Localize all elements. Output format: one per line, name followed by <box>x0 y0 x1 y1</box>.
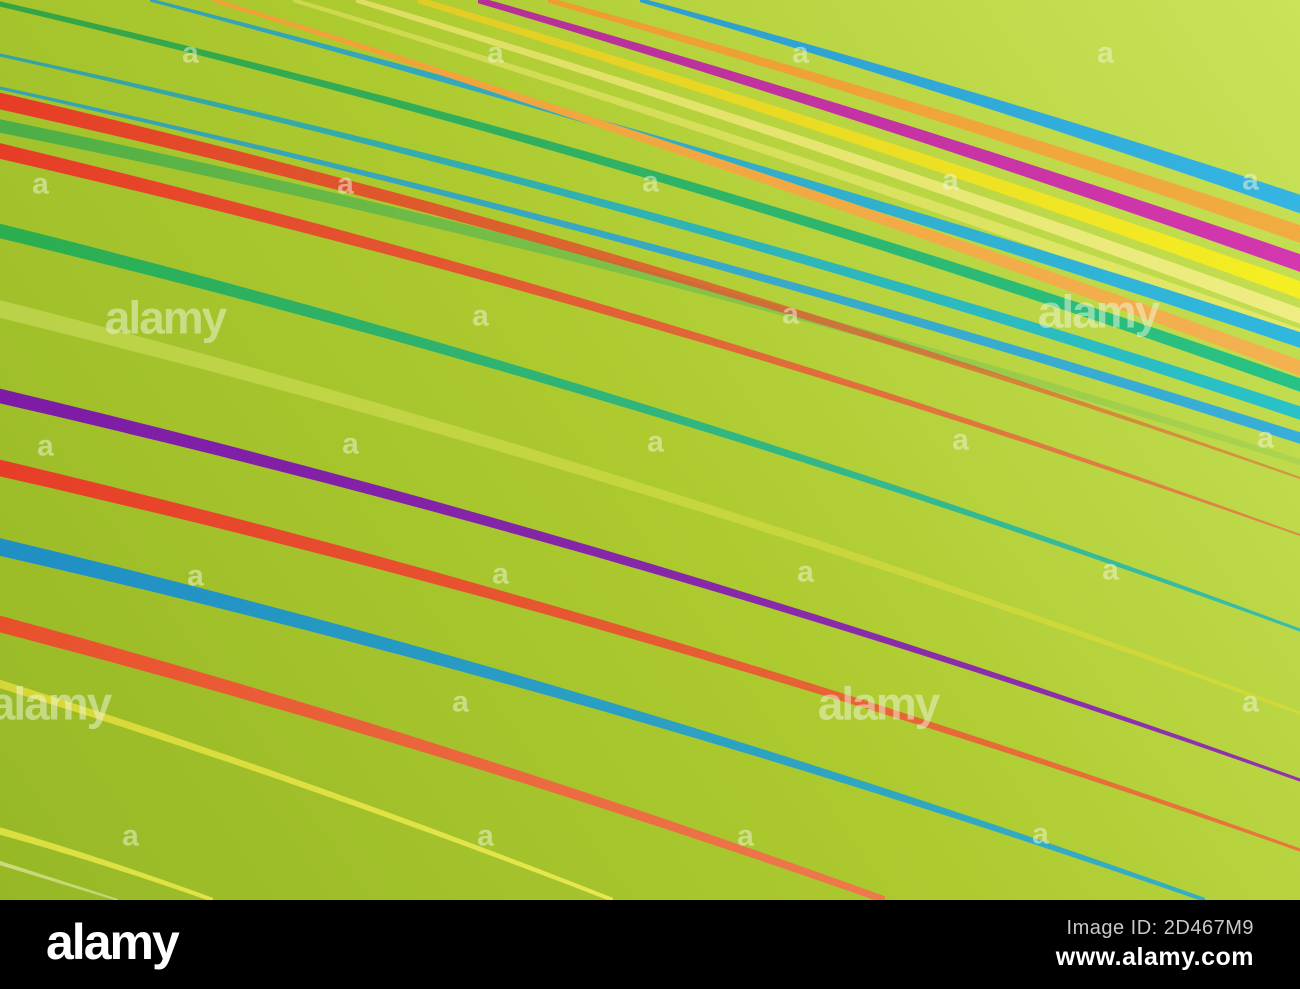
stripe-green-mid-1 <box>0 119 1300 466</box>
stripe-purple-main <box>0 388 1300 782</box>
stripe-pale-band-corner <box>0 860 118 900</box>
stripe-magenta-b3 <box>478 0 1300 272</box>
abstract-artwork: a a a a a a a a a alamy a a alamy a a a a a a a a a alamy a alam… <box>0 0 1300 900</box>
stripe-pale-band-upper <box>0 300 1300 715</box>
stripe-yellow-low-1 <box>0 679 613 900</box>
stripe-red-2 <box>0 143 1300 536</box>
stripe-orange-b2 <box>548 0 1300 243</box>
image-meta: Image ID: 2D467M9 www.alamy.com <box>1056 917 1254 972</box>
stripe-red-4 <box>0 615 885 900</box>
alamy-logo: alamy <box>46 913 180 970</box>
website-url: www.alamy.com <box>1055 943 1254 971</box>
stripe-yellow-b4 <box>418 0 1300 299</box>
stripe-red-1 <box>0 92 1300 480</box>
image-id-text: Image ID: 2D467M9 <box>1066 917 1254 939</box>
stripe-blue-b1 <box>640 0 1300 214</box>
stripe-red-3 <box>0 459 1300 852</box>
stripe-blue-low <box>0 538 1205 900</box>
stripe-green-mid-2 <box>0 223 1300 632</box>
stripe-yellow-low-2 <box>0 827 213 900</box>
footer-bar: alamy Image ID: 2D467M9 www.alamy.com <box>0 900 1300 989</box>
stripes-graphic <box>0 0 1300 900</box>
